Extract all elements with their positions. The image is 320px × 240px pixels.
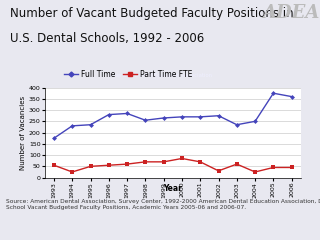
- Y-axis label: Number of Vacancies: Number of Vacancies: [20, 96, 26, 170]
- Text: U.S. Dental Schools, 1992 - 2006: U.S. Dental Schools, 1992 - 2006: [10, 32, 204, 45]
- Text: ADEA: ADEA: [262, 4, 320, 22]
- Text: Source: American Dental Association, Survey Center, 1992-2000 American Dental Ed: Source: American Dental Association, Sur…: [6, 199, 320, 210]
- Text: Year: Year: [164, 184, 182, 193]
- Text: American Dental Education Association: American Dental Education Association: [108, 73, 212, 78]
- Text: Number of Vacant Budgeted Faculty Positions in: Number of Vacant Budgeted Faculty Positi…: [10, 7, 293, 20]
- Legend: Full Time, Part Time FTE: Full Time, Part Time FTE: [61, 67, 196, 82]
